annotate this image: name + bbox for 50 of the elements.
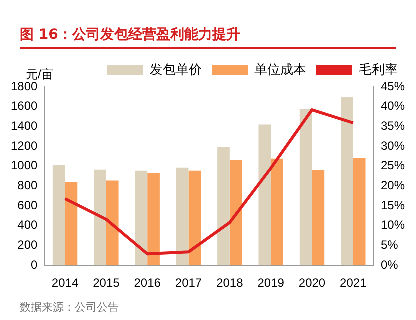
y-tick-label: 1400: [10, 119, 38, 133]
y2-tick-label: 40%: [380, 99, 406, 114]
bar: [271, 158, 284, 266]
x-tick-label: 2017: [175, 276, 202, 290]
y-tick-label: 400: [18, 218, 38, 232]
bar: [148, 173, 160, 266]
bar: [341, 97, 354, 266]
bar: [52, 165, 66, 266]
legend-label: 发包单价: [150, 62, 202, 78]
bar: [312, 170, 325, 266]
y-tick-label: 1200: [10, 138, 38, 153]
bar: [188, 170, 202, 266]
bar: [106, 180, 119, 266]
x-tick-label: 2016: [134, 276, 162, 290]
x-tick-label: 2018: [216, 276, 244, 290]
bar: [258, 124, 272, 266]
bar: [94, 170, 106, 266]
y-tick-label: 600: [18, 198, 38, 212]
legend-label: 单位成本: [254, 62, 306, 78]
bar: [230, 160, 242, 266]
y2-tick-label: 0%: [380, 258, 399, 272]
y2-tick-label: 45%: [380, 79, 406, 94]
y2-tick-label: 15%: [380, 198, 406, 212]
bar: [353, 158, 366, 266]
x-tick-label: 2020: [298, 276, 326, 290]
legend-label: 毛利率: [359, 62, 398, 78]
y2-tick-label: 35%: [380, 119, 406, 133]
bar: [176, 168, 189, 266]
y-tick-label: 1600: [10, 99, 38, 114]
y2-tick-label: 5%: [380, 238, 399, 252]
y2-tick-label: 10%: [380, 218, 406, 232]
y2-tick-label: 30%: [380, 138, 406, 153]
y-tick-label: 0: [31, 258, 38, 272]
x-tick-label: 2021: [340, 276, 368, 290]
chart-title: 图 16：公司发包经营盈利能力提升: [20, 26, 396, 49]
x-tick-label: 2015: [93, 276, 120, 290]
y-tick-label: 200: [18, 238, 38, 252]
bar: [300, 109, 312, 266]
y2-tick-label: 25%: [380, 158, 406, 173]
bar: [135, 170, 148, 266]
y2-tick-label: 20%: [380, 178, 406, 193]
y-tick-label: 800: [18, 178, 38, 193]
x-tick-label: 2019: [258, 276, 285, 290]
bar: [218, 148, 230, 266]
x-tick-label: 2014: [52, 276, 79, 290]
y-tick-label: 1800: [10, 79, 38, 94]
source-note: 数据来源：公司公告: [20, 300, 119, 315]
y-axis-title: 元/亩: [26, 67, 54, 82]
y-tick-label: 1000: [10, 158, 38, 173]
bar: [65, 182, 78, 266]
